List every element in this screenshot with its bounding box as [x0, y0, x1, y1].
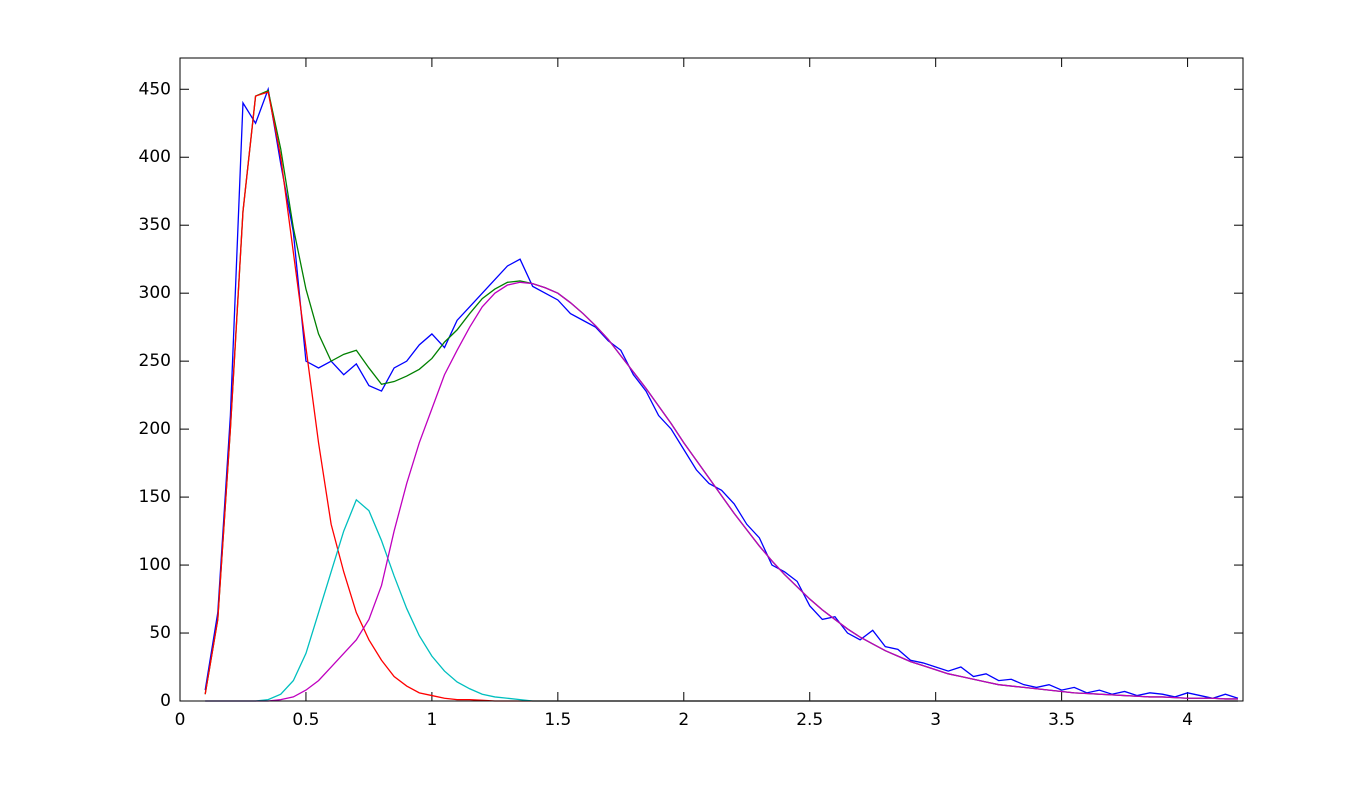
plot-area [180, 58, 1243, 701]
x-tick-label: 2 [678, 710, 689, 730]
series-line [204, 86, 1239, 699]
x-tick-label: 4 [1182, 710, 1193, 730]
y-tick-label: 200 [139, 419, 171, 439]
y-tick-label: 150 [139, 487, 171, 507]
x-tick-label: 1.5 [544, 710, 571, 730]
y-tick-label: 350 [139, 215, 171, 235]
x-tick-label: 3 [930, 710, 941, 730]
y-tick-label: 400 [139, 147, 171, 167]
y-tick-label: 300 [139, 283, 171, 303]
y-tick-label: 450 [139, 79, 171, 99]
y-tick-label: 50 [149, 623, 171, 643]
y-tick-label: 100 [139, 555, 171, 575]
x-tick-label: 2.5 [796, 710, 823, 730]
x-tick-label: 0 [175, 710, 186, 730]
x-tick-label: 3.5 [1048, 710, 1075, 730]
x-tick-label: 0.5 [292, 710, 319, 730]
axes-box [179, 57, 1244, 702]
series-line [205, 281, 1238, 702]
x-tick-label: 1 [426, 710, 437, 730]
y-tick-label: 250 [139, 351, 171, 371]
y-tick-label: 0 [160, 691, 171, 711]
